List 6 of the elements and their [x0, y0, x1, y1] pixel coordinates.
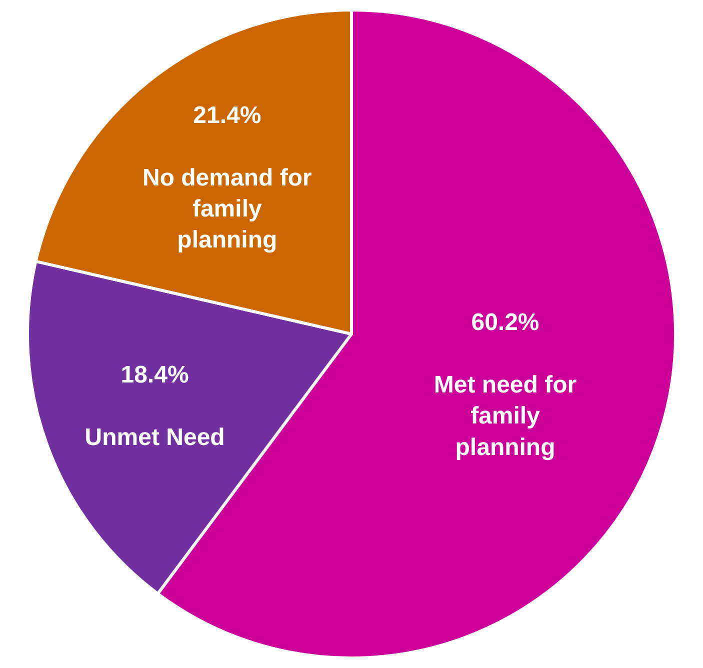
slice-label: No demand for family planning — [142, 164, 312, 254]
slice-label: Met need for family planning — [434, 372, 577, 461]
data-label: 21.4% — [193, 102, 262, 129]
data-label: 60.2% — [471, 309, 540, 336]
data-label: 18.4% — [120, 362, 189, 389]
slice-label: Unmet Need — [84, 424, 225, 451]
